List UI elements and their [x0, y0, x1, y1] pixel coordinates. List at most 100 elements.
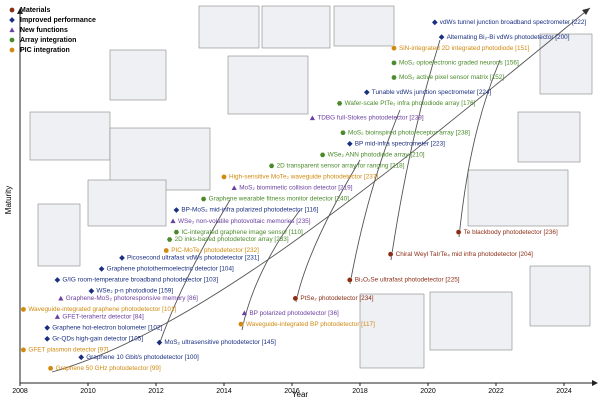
point-label: Graphene wearable fitness monitor detect…	[209, 196, 350, 203]
point-label: Waveguide-integrated graphene photodetec…	[28, 306, 176, 313]
data-point	[163, 247, 169, 254]
data-point	[391, 45, 397, 51]
data-point	[238, 321, 244, 327]
data-point	[170, 218, 176, 224]
x-tick-label: 2022	[488, 388, 504, 395]
data-point	[241, 310, 247, 316]
point-label: IC-integrated graphene image sensor [110…	[181, 229, 303, 236]
data-point	[201, 196, 207, 202]
y-axis-label: Maturity	[4, 186, 13, 214]
point-label: Gr-QDs high-gain detector [105]	[52, 336, 143, 343]
data-point	[58, 295, 64, 301]
data-point	[346, 277, 353, 283]
data-point	[54, 314, 60, 319]
x-tick-label: 2016	[284, 388, 300, 395]
trend-curve	[241, 209, 301, 331]
x-tick-label: 2012	[148, 388, 164, 395]
inset-image	[261, 5, 331, 49]
data-point	[431, 19, 438, 26]
inset-image	[37, 203, 81, 267]
point-label: Graphene photothermoelectric detector [1…	[107, 266, 234, 273]
data-point	[340, 130, 346, 136]
point-label: MoS₂ active pixel sensor matrix [152]	[399, 74, 504, 81]
data-point	[269, 163, 275, 169]
point-label: 2D transparent sensor array for ranging …	[277, 163, 405, 170]
point-label: Tunable vdWs junction spectrometer [224]	[372, 89, 492, 96]
point-label: BP polarized photodetector [36]	[249, 310, 339, 317]
point-label: Te blackbody photodetector [236]	[464, 229, 558, 236]
point-label: 2D inks-based photodetector array [233]	[175, 236, 289, 243]
x-tick-label: 2014	[216, 388, 232, 395]
point-label: GFET-terahertz detector [84]	[62, 313, 144, 320]
point-label: Graphene 50 GHz photodetector [99]	[56, 365, 161, 372]
data-point	[221, 174, 227, 180]
data-point	[346, 140, 353, 147]
point-label: PIC-MoTe₂ photodetector [232]	[171, 247, 259, 254]
point-label: Chiral Weyl TaIrTe₄ mid infra photodetec…	[396, 251, 534, 258]
legend-label: Materials	[20, 7, 50, 14]
data-point	[363, 89, 370, 96]
trend-curve	[158, 199, 231, 346]
inset-image	[467, 169, 569, 227]
point-label: Graphene 10 Gbit/s photodetector [100]	[86, 354, 199, 361]
legend-label: Array integration	[20, 37, 76, 44]
point-label: SiN-integrated 2D integrated photodiode …	[399, 45, 530, 52]
data-point	[47, 365, 54, 372]
inset-image	[29, 111, 111, 161]
inset-image	[359, 293, 425, 369]
point-label: G/IG room-temperature broadband photodet…	[62, 277, 218, 284]
point-label: TDBG full-Stokes photodetector [239]	[317, 115, 423, 122]
x-tick-label: 2010	[80, 388, 96, 395]
legend-marker	[9, 47, 15, 53]
point-label: GFET plasmon detector [97]	[28, 347, 108, 354]
x-tick-label: 2008	[12, 388, 28, 395]
point-label: vdWs tunnel junction broadband spectrome…	[440, 19, 587, 26]
data-point	[292, 295, 299, 302]
point-label: BP-MoS₂ mid-infra polarized photodetecto…	[181, 207, 318, 214]
point-label: Bi₂O₂Se ultrafast photodetector [225]	[355, 277, 460, 284]
inset-image	[539, 33, 593, 95]
legend-marker	[9, 27, 15, 33]
point-label: Graphene-MoS₂ photoresponsive memory [86…	[66, 295, 198, 302]
legend-label: New functions	[20, 27, 68, 34]
data-point	[438, 34, 445, 40]
point-label: PtSe₂ photodetector [234]	[300, 295, 373, 302]
data-point	[119, 255, 125, 261]
inset-image	[529, 265, 591, 327]
point-label: Wafer-scale PtTe₂ infra photodiode array…	[345, 100, 476, 107]
inset-image	[517, 111, 581, 163]
data-point	[173, 229, 179, 235]
arrow-head	[582, 8, 590, 15]
data-point	[44, 336, 51, 342]
inset-image	[87, 179, 167, 227]
point-label: WSe₂ p-n photodiode [159]	[96, 288, 173, 295]
trend-curve	[295, 159, 361, 303]
data-point	[387, 251, 394, 257]
point-label: BP mid-infra spectrometer [223]	[355, 140, 445, 147]
data-point	[391, 60, 397, 66]
point-label: WSe₂ ANN photodiode array [210]	[328, 152, 425, 159]
point-label: High-sensitive MoTe₂ waveguide photodete…	[229, 174, 378, 181]
trend-curve	[349, 109, 401, 285]
data-point	[20, 347, 27, 353]
point-label: MoS₂ bioinspired photoreceptor array [23…	[348, 129, 470, 136]
x-axis-label: Year	[292, 390, 309, 399]
data-point	[88, 288, 95, 294]
trend-curve	[390, 39, 441, 261]
x-tick-label: 2024	[556, 388, 572, 395]
y-axis-arrow	[17, 8, 23, 14]
data-point	[44, 324, 51, 331]
trend-curve	[458, 59, 501, 238]
data-point	[98, 266, 105, 272]
data-point	[309, 115, 315, 121]
point-label: Waveguide-integrated BP photodetector [1…	[246, 321, 375, 328]
inset-image	[109, 49, 167, 101]
point-label: WSe₂ non-volatile photovoltaic memories …	[178, 218, 311, 225]
data-point	[156, 339, 163, 346]
data-point	[167, 237, 173, 242]
point-label: MoS₂ biomimetic collision detector [219]	[239, 185, 353, 192]
point-label: MoS₂ ultrasensitive photodetector [145]	[164, 339, 276, 346]
inset-image	[198, 5, 260, 49]
x-tick-label: 2018	[352, 388, 368, 395]
